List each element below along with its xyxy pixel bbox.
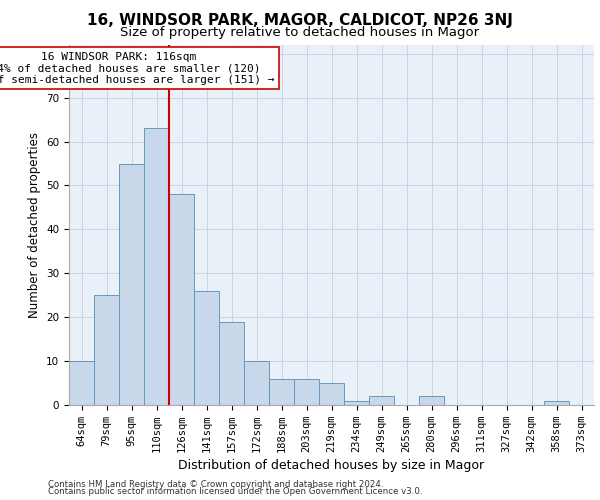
Bar (244, 361, 269, 405)
Bar (169, 194, 194, 405)
Bar (219, 322, 244, 405)
Text: Contains public sector information licensed under the Open Government Licence v3: Contains public sector information licen… (48, 487, 422, 496)
Bar (319, 383, 344, 405)
Bar (194, 291, 219, 405)
Bar (344, 400, 369, 405)
Text: Contains HM Land Registry data © Crown copyright and database right 2024.: Contains HM Land Registry data © Crown c… (48, 480, 383, 489)
Bar (419, 396, 444, 405)
Bar (544, 400, 569, 405)
Y-axis label: Number of detached properties: Number of detached properties (28, 132, 41, 318)
Bar (369, 396, 394, 405)
Bar (269, 378, 294, 405)
Bar (94, 295, 119, 405)
Text: Size of property relative to detached houses in Magor: Size of property relative to detached ho… (121, 26, 479, 39)
Text: 16 WINDSOR PARK: 116sqm
← 44% of detached houses are smaller (120)
55% of semi-d: 16 WINDSOR PARK: 116sqm ← 44% of detache… (0, 52, 274, 85)
Bar (144, 128, 169, 405)
Text: 16, WINDSOR PARK, MAGOR, CALDICOT, NP26 3NJ: 16, WINDSOR PARK, MAGOR, CALDICOT, NP26 … (87, 12, 513, 28)
Bar (294, 378, 319, 405)
Bar (69, 361, 94, 405)
Bar (119, 164, 144, 405)
X-axis label: Distribution of detached houses by size in Magor: Distribution of detached houses by size … (178, 459, 485, 472)
